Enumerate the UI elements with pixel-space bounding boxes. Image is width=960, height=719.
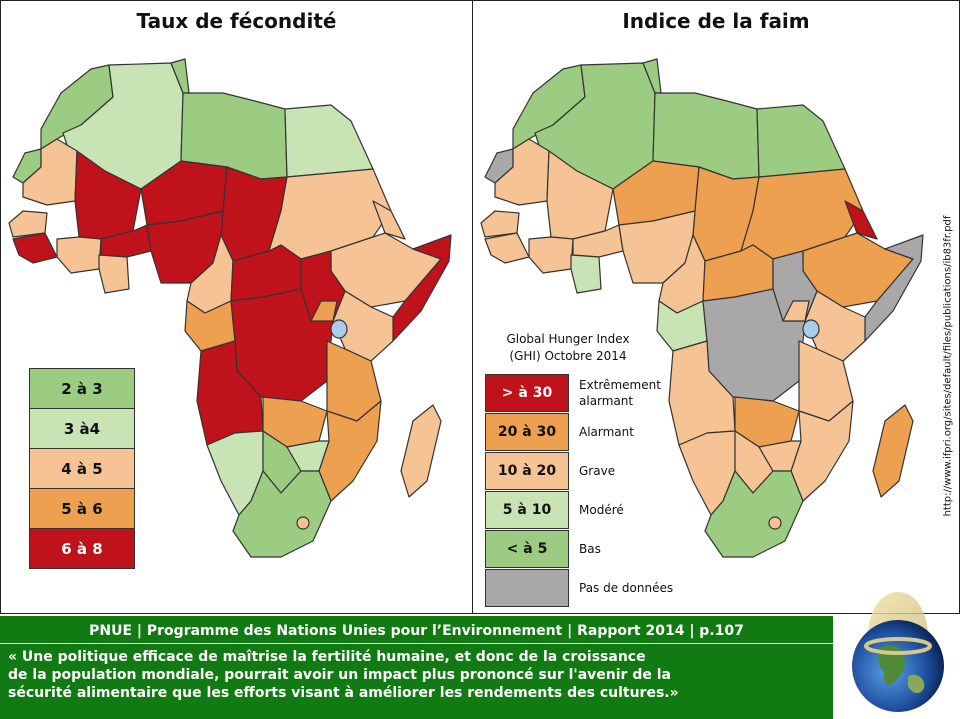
hunger-legend-item: 20 à 30 Alarmant [485,412,679,451]
region-eritrea [844,200,878,240]
lake-victoria [330,319,348,339]
fertility-legend-item: 4 à 5 [30,449,134,489]
fertility-map-panel: Taux de fécondité 2 à 3 3 à4 4 à 5 5 à 6… [0,0,473,614]
hunger-legend-item: 5 à 10 Modéré [485,490,679,529]
region-guinea [12,232,58,264]
fertility-map-title: Taux de fécondité [136,9,337,33]
region-guinea [484,232,530,264]
banner-headline: PNUE | Programme des Nations Unies pour … [0,623,833,644]
lake-victoria [802,319,820,339]
legend-swatch: > à 30 [485,373,569,412]
legend-swatch: < à 5 [485,529,569,568]
source-url: http://www.ifpri.org/sites/default/files… [941,191,955,541]
source-url-text: http://www.ifpri.org/sites/default/files… [942,215,954,517]
legend-label: Modéré [579,502,624,517]
fertility-legend-item: 5 à 6 [30,489,134,529]
region-ghana-togo [98,254,130,294]
fertility-legend-item: 2 à 3 [30,369,134,409]
hunger-legend-title: Global Hunger Index (GHI) Octobre 2014 [483,331,653,365]
region-egypt [284,104,374,178]
earth-globe-with-condom-icon [852,592,944,712]
region-madagascar [872,404,914,498]
hunger-legend-title-line: (GHI) Octobre 2014 [509,349,627,363]
legend-label-line: alarmant [579,393,634,408]
legend-label: Pas de données [579,580,674,595]
region-zimbabwe [758,440,802,472]
hunger-legend-item: > à 30 Extrêmement alarmant [485,373,679,412]
hunger-legend-item: 10 à 20 Grave [485,451,679,490]
region-senegal [8,210,48,238]
hunger-africa-map [480,58,924,558]
region-south-africa [704,470,804,558]
region-west-coast [56,236,102,274]
hunger-map-panel: Indice de la faim Global Hunger Index (G… [472,0,960,614]
region-eritrea [372,200,406,240]
region-south-africa [232,470,332,558]
legend-swatch: 10 à 20 [485,451,569,490]
legend-label: Bas [579,541,601,556]
legend-label-line: Extrêmement [579,377,661,392]
legend-swatch: 20 à 30 [485,412,569,451]
hunger-legend-title-line: Global Hunger Index [506,332,630,346]
region-egypt [756,104,846,178]
region-senegal [480,210,520,238]
region-uganda [310,300,338,322]
lake-lesotho [768,516,782,530]
fertility-africa-map [8,58,452,558]
region-ghana-togo [570,254,602,294]
fertility-legend: 2 à 3 3 à4 4 à 5 5 à 6 6 à 8 [29,368,135,569]
hunger-legend-item: < à 5 Bas [485,529,679,568]
legend-label: Grave [579,463,616,478]
legend-label: Alarmant [579,424,634,439]
region-west-coast [528,236,574,274]
earth-continent [908,674,925,694]
earth-continent [877,645,906,686]
region-uganda [782,300,810,322]
region-madagascar [400,404,442,498]
hunger-legend-item: Pas de données [485,568,679,607]
hunger-map-title: Indice de la faim [622,9,810,33]
lake-lesotho [296,516,310,530]
condom-rim [864,637,932,655]
legend-swatch [485,568,569,607]
legend-swatch: 5 à 10 [485,490,569,529]
legend-label: Extrêmement alarmant [579,377,679,409]
fertility-legend-item: 3 à4 [30,409,134,449]
hunger-legend: > à 30 Extrêmement alarmant 20 à 30 Alar… [485,373,679,607]
citation-banner: PNUE | Programme des Nations Unies pour … [0,616,833,719]
fertility-legend-item: 6 à 8 [30,529,134,568]
banner-quote: « Une politique efficace de maîtrise la … [8,649,679,701]
region-zimbabwe [286,440,330,472]
